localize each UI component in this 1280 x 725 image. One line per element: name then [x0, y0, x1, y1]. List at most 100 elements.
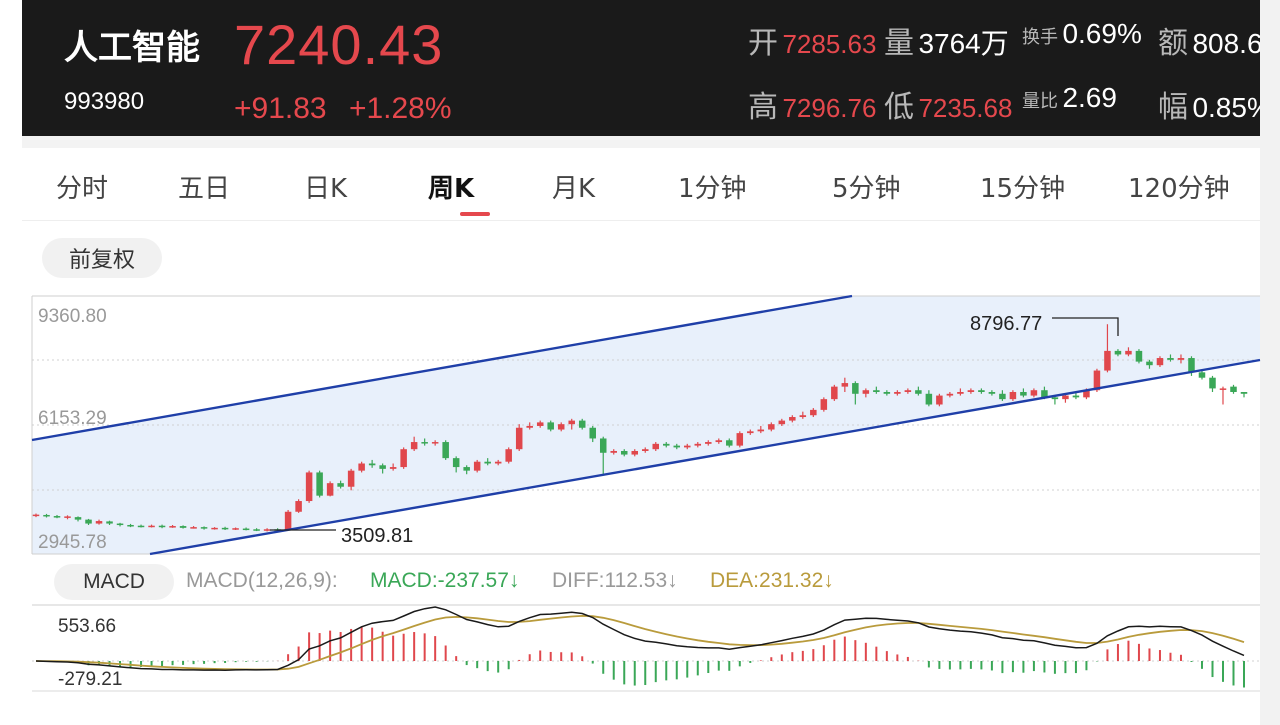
amount-stat: 额 808.6 [1158, 18, 1260, 62]
tab-15-minute[interactable]: 15分钟 [980, 174, 1066, 204]
volume-value: 3764万 [918, 28, 1009, 59]
high-value: 7296.76 [782, 93, 877, 123]
volume-label: 量 [884, 26, 914, 61]
candle-body [284, 511, 292, 530]
open-value: 7285.63 [782, 29, 877, 59]
tab-five-day[interactable]: 五日 [178, 174, 231, 204]
tab-1-minute[interactable]: 1分钟 [678, 174, 747, 204]
candle-body [978, 390, 985, 392]
candle-body [158, 525, 166, 528]
candle [820, 397, 828, 412]
candle-body [53, 516, 61, 518]
candle [610, 449, 617, 455]
volume-stat: 量 3764万 [884, 18, 1009, 62]
candle [684, 443, 691, 450]
candle-body [862, 390, 870, 394]
candle [747, 429, 754, 435]
candle-body [358, 463, 365, 471]
candle-body [999, 393, 1006, 400]
candle-body [925, 393, 933, 405]
left-margin [0, 0, 22, 725]
macd-value-group: MACD:-237.57↓ [370, 569, 519, 593]
tab-weekly-k[interactable]: 周K [428, 174, 475, 204]
candle [1230, 384, 1237, 394]
candle [736, 431, 744, 448]
candle-body [64, 516, 71, 518]
tab-120-minute[interactable]: 120分钟 [1128, 174, 1230, 204]
candle-body [421, 442, 428, 444]
candle-body [799, 415, 807, 418]
candle [190, 526, 197, 529]
candle [1051, 395, 1059, 405]
low-value: 7235.68 [918, 93, 1013, 123]
candle-body [988, 391, 996, 394]
candle-body [484, 461, 491, 464]
volume-ratio-label: 量比 [1022, 91, 1058, 112]
candle [421, 438, 428, 446]
active-tab-indicator [460, 212, 490, 216]
low-label: 低 [884, 90, 914, 125]
candle [64, 515, 71, 520]
candle [757, 425, 765, 434]
candlestick-chart[interactable]: 9360.80 6153.29 2945.78 8796.77 3509.81 [0, 290, 1280, 562]
candle [1198, 370, 1206, 380]
tab-5-minute[interactable]: 5分钟 [832, 174, 901, 204]
candle-body [778, 420, 786, 425]
tab-daily-k[interactable]: 日K [304, 174, 348, 204]
candle-body [883, 391, 891, 394]
candle-body [263, 529, 271, 531]
candle-body [452, 458, 460, 468]
candle [463, 465, 470, 475]
candle-body [106, 521, 113, 524]
candle-body [137, 525, 145, 528]
amount-label: 额 [1158, 26, 1188, 61]
high-stat: 高 7296.76 [748, 82, 876, 126]
candle-body [694, 443, 702, 446]
candle-body [1062, 395, 1069, 400]
candle [862, 388, 870, 398]
open-label: 开 [748, 26, 778, 61]
low-annotation: 3509.81 [341, 525, 413, 547]
candle [1135, 349, 1143, 364]
forward-adjust-button[interactable]: 前复权 [42, 238, 162, 278]
candle [1020, 388, 1027, 398]
candle-body [610, 450, 617, 453]
candle-body [873, 390, 880, 392]
candle [95, 519, 103, 525]
candle-body [74, 517, 82, 520]
tab-intraday[interactable]: 分时 [56, 174, 109, 204]
candle-body [211, 527, 218, 530]
tab-monthly-k[interactable]: 月K [552, 174, 596, 204]
candle [32, 513, 40, 518]
candle [1177, 354, 1185, 364]
macd-header: MACD MACD(12,26,9): MACD:-237.57↓ DIFF:1… [22, 562, 1260, 600]
candle [347, 468, 355, 491]
candle [999, 390, 1006, 401]
candle [589, 425, 596, 443]
candle-body [1083, 390, 1090, 398]
candle [915, 386, 922, 396]
candle-body [127, 524, 134, 527]
candle [778, 418, 786, 426]
candle-body [232, 528, 239, 530]
candle-body [347, 470, 355, 487]
candle [1240, 391, 1248, 398]
down-arrow-icon: ↓ [823, 569, 834, 592]
amount-value: 808.6 [1192, 28, 1260, 59]
candle-body [852, 383, 859, 394]
candle-body [652, 443, 660, 450]
high-label: 高 [748, 90, 778, 125]
candle-body [1198, 372, 1206, 378]
candle-body [1167, 358, 1174, 360]
high-annotation: 8796.77 [970, 313, 1042, 335]
macd-indicator-button[interactable]: MACD [54, 564, 174, 600]
candle-body [389, 467, 397, 469]
candle [557, 422, 565, 432]
candle-body [85, 519, 92, 524]
candle [452, 456, 460, 473]
candle [53, 514, 61, 519]
macd-chart[interactable]: 553.66 -279.21 [0, 603, 1280, 725]
candle [652, 442, 660, 451]
candle [789, 415, 796, 423]
candle-body [1041, 390, 1048, 398]
